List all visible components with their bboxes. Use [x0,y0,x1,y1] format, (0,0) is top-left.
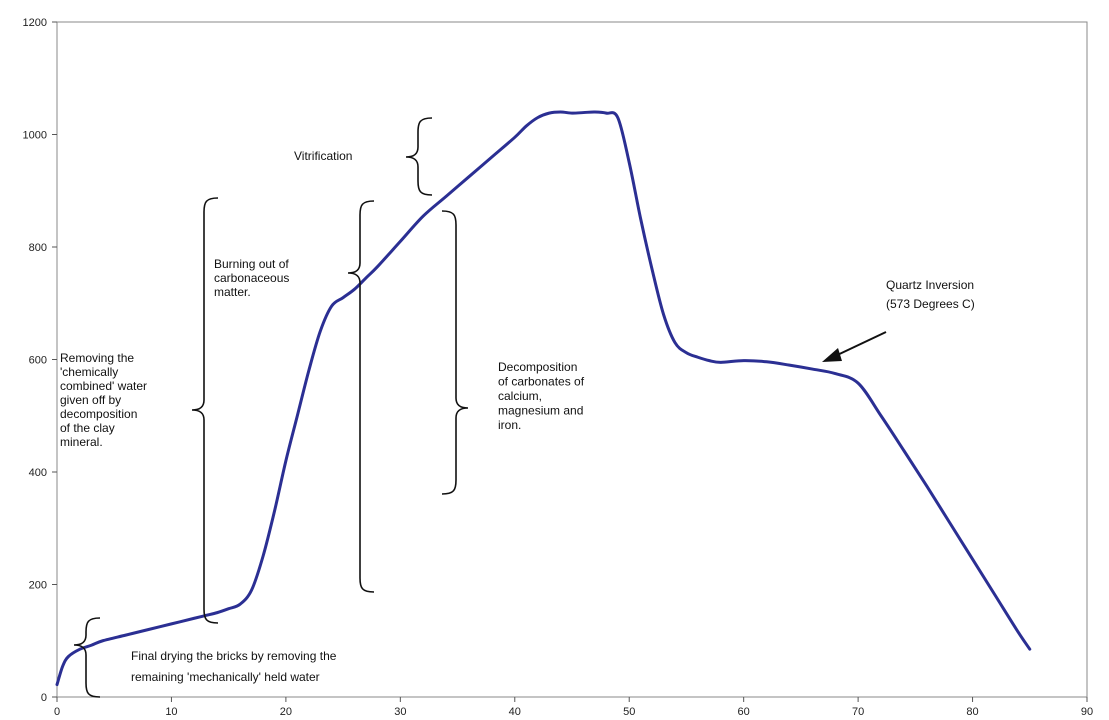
y-tick-label: 400 [29,467,47,479]
label-removing-water: Removing the'chemically combined' water gi… [60,351,147,449]
label-burning-out-line: Burning out of [214,257,289,271]
x-tick-label: 60 [738,706,750,718]
brace-final-drying [73,617,101,698]
arrow-head [822,348,842,362]
y-tick-label: 1000 [23,130,47,142]
x-tick-label: 30 [394,706,406,718]
x-tick-label: 20 [280,706,292,718]
y-tick-label: 1200 [23,17,47,29]
x-tick-label: 80 [966,706,978,718]
label-quartz-inversion-line: (573 Degrees C) [886,297,975,311]
y-tick-label: 800 [29,242,47,254]
x-tick-label: 0 [54,706,60,718]
label-removing-water-line: 'chemically [60,365,118,379]
y-tick-label: 0 [41,692,47,704]
label-final-drying: Final drying the bricks by removing the r… [131,649,337,684]
label-vitrification: Vitrification [294,149,352,163]
label-decomposition-line: calcium, [498,389,542,403]
brace-burning-out [347,200,375,593]
label-decomposition-line: Decomposition [498,360,577,374]
label-removing-water-line: decomposition [60,407,137,421]
label-decomposition: Decomposition of carbonates of calcium, mag… [498,360,585,432]
label-decomposition-line: iron. [498,418,521,432]
label-decomposition-line: magnesium and [498,404,583,418]
label-quartz-inversion-line: Quartz Inversion [886,278,974,292]
label-vitrification-line: Vitrification [294,149,352,163]
label-quartz-inversion: Quartz Inversion (573 Degrees C) [886,278,975,311]
x-tick-label: 70 [852,706,864,718]
label-final-drying-line: remaining 'mechanically' held water [131,670,320,684]
label-removing-water-line: mineral. [60,435,103,449]
label-burning-out-line: matter. [214,285,251,299]
x-tick-label: 90 [1081,706,1093,718]
x-tick-label: 40 [509,706,521,718]
y-tick-label: 600 [29,355,47,367]
label-burning-out-line: carbonaceous [214,271,289,285]
label-removing-water-line: Removing the [60,351,134,365]
label-removing-water-line: of the clay [60,421,115,435]
label-final-drying-line: Final drying the bricks by removing the [131,649,337,663]
x-tick-label: 50 [623,706,635,718]
label-removing-water-line: given off by [60,393,121,407]
annotation-brackets [73,117,887,698]
series-line [55,110,1032,687]
label-burning-out: Burning out of carbonaceous matter. [214,257,289,299]
brace-removing-water [191,197,219,624]
arrow-shaft [830,331,887,359]
brace-vitrification [405,117,433,196]
label-decomposition-line: of carbonates of [498,375,585,389]
brace-decomposition [441,210,469,495]
x-axis-ticks: 0 10 20 30 40 50 60 70 80 90 [54,697,1093,718]
y-axis-ticks: 0 200 400 600 800 1000 1200 [23,17,57,704]
y-tick-label: 200 [29,580,47,592]
label-removing-water-line: combined' water [60,379,147,393]
x-tick-label: 10 [165,706,177,718]
